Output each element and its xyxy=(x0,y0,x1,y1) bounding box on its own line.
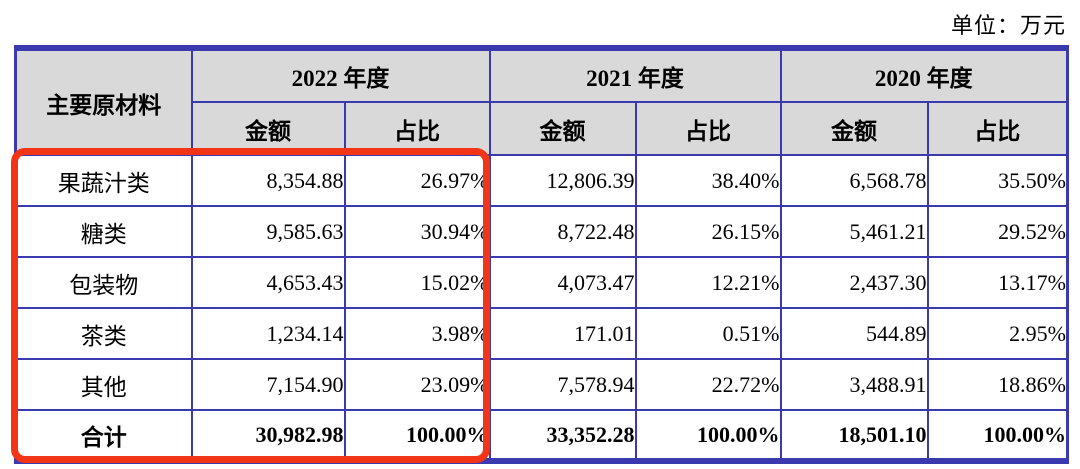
amount-2021: 171.01 xyxy=(488,307,637,360)
column-header-material: 主要原材料 xyxy=(14,47,193,156)
amount-2020: 5,461.21 xyxy=(779,205,929,258)
amount-2021: 4,073.47 xyxy=(488,256,637,309)
subheader-ratio-2021: 占比 xyxy=(634,101,782,156)
materials-table: 主要原材料 2022 年度 2021 年度 2020 年度 金额 占比 金额 占… xyxy=(11,45,1069,464)
amount-2020: 3,488.91 xyxy=(779,358,929,411)
amount-2020: 544.89 xyxy=(779,307,929,360)
table-row: 果蔬汁类 8,354.88 26.97% 12,806.39 38.40% 6,… xyxy=(14,154,1069,207)
ratio-2022: 100.00% xyxy=(343,409,491,462)
ratio-2022: 23.09% xyxy=(343,358,491,411)
amount-2020: 6,568.78 xyxy=(779,154,929,207)
material-label: 茶类 xyxy=(14,307,193,360)
amount-2021: 12,806.39 xyxy=(488,154,637,207)
ratio-2020: 2.95% xyxy=(926,307,1069,360)
amount-2021: 33,352.28 xyxy=(488,409,637,462)
table-row: 茶类 1,234.14 3.98% 171.01 0.51% 544.89 2.… xyxy=(14,307,1069,360)
ratio-2020: 29.52% xyxy=(926,205,1069,258)
material-label: 果蔬汁类 xyxy=(14,154,193,207)
ratio-2021: 26.15% xyxy=(634,205,782,258)
amount-2022: 1,234.14 xyxy=(190,307,346,360)
table-row: 合计 30,982.98 100.00% 33,352.28 100.00% 1… xyxy=(14,409,1069,462)
amount-2022: 7,154.90 xyxy=(190,358,346,411)
header-row-subcolumns: 金额 占比 金额 占比 金额 占比 xyxy=(16,101,1069,156)
ratio-2022: 15.02% xyxy=(343,256,491,309)
ratio-2020: 35.50% xyxy=(926,154,1069,207)
amount-2022: 8,354.88 xyxy=(190,154,346,207)
subheader-amount-2020: 金额 xyxy=(779,101,929,156)
ratio-2021: 38.40% xyxy=(634,154,782,207)
material-label: 包装物 xyxy=(14,256,193,309)
ratio-2020: 13.17% xyxy=(926,256,1069,309)
table-row: 糖类 9,585.63 30.94% 8,722.48 26.15% 5,461… xyxy=(14,205,1069,258)
subheader-ratio-2020: 占比 xyxy=(926,101,1069,156)
unit-label: 单位：万元 xyxy=(950,13,1066,38)
subheader-ratio-2022: 占比 xyxy=(343,101,491,156)
table-row: 包装物 4,653.43 15.02% 4,073.47 12.21% 2,43… xyxy=(14,256,1069,309)
amount-2022: 30,982.98 xyxy=(190,409,346,462)
ratio-2022: 30.94% xyxy=(343,205,491,258)
table-row: 其他 7,154.90 23.09% 7,578.94 22.72% 3,488… xyxy=(14,358,1069,411)
ratio-2020: 100.00% xyxy=(926,409,1069,462)
material-label: 其他 xyxy=(14,358,193,411)
amount-2020: 2,437.30 xyxy=(779,256,929,309)
ratio-2022: 3.98% xyxy=(343,307,491,360)
subheader-amount-2022: 金额 xyxy=(190,101,346,156)
subheader-amount-2021: 金额 xyxy=(488,101,637,156)
amount-2021: 7,578.94 xyxy=(488,358,637,411)
ratio-2021: 22.72% xyxy=(634,358,782,411)
header-row-years: 主要原材料 2022 年度 2021 年度 2020 年度 xyxy=(14,47,1069,156)
amount-2022: 4,653.43 xyxy=(190,256,346,309)
material-label: 合计 xyxy=(14,409,193,462)
table-body: 果蔬汁类 8,354.88 26.97% 12,806.39 38.40% 6,… xyxy=(14,154,1069,462)
year-header-2022: 2022 年度 xyxy=(190,47,491,103)
ratio-2021: 12.21% xyxy=(634,256,782,309)
amount-2021: 8,722.48 xyxy=(488,205,637,258)
amount-2020: 18,501.10 xyxy=(779,409,929,462)
ratio-2021: 100.00% xyxy=(634,409,782,462)
year-header-2020: 2020 年度 xyxy=(779,47,1069,103)
material-label: 糖类 xyxy=(14,205,193,258)
materials-cost-table: 主要原材料 2022 年度 2021 年度 2020 年度 金额 占比 金额 占… xyxy=(14,45,1069,464)
ratio-2021: 0.51% xyxy=(634,307,782,360)
year-header-2021: 2021 年度 xyxy=(488,47,782,103)
ratio-2022: 26.97% xyxy=(343,154,491,207)
amount-2022: 9,585.63 xyxy=(190,205,346,258)
ratio-2020: 18.86% xyxy=(926,358,1069,411)
